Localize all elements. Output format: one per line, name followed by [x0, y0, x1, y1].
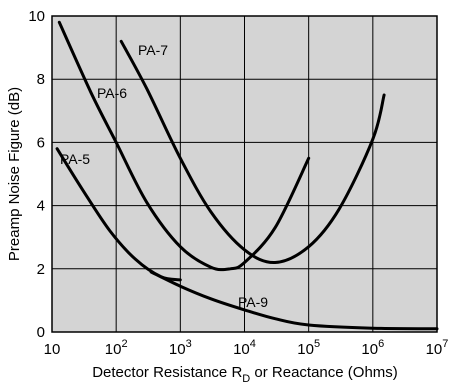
y-tick-label: 4 — [37, 198, 45, 215]
x-axis-label-subscript: D — [242, 373, 250, 385]
x-tick-label: 107 — [426, 338, 449, 358]
curves — [55, 20, 439, 331]
x-tick-label: 103 — [169, 338, 192, 358]
curve-pa-7 — [119, 39, 386, 265]
curve-pa-6 — [57, 20, 311, 272]
x-tick-label: 102 — [105, 338, 128, 358]
x-tick-label: 106 — [361, 338, 384, 358]
x-tick-label: 104 — [233, 338, 256, 358]
x-axis-label-tail: or Reactance (Ohms) — [250, 364, 398, 381]
x-tick-labels: 10 102 103 104 105 106 107 — [44, 338, 449, 358]
y-tick-label: 6 — [37, 134, 45, 151]
x-tick-label: 10 — [44, 341, 61, 358]
curve-label-pa-6: PA-6 — [97, 85, 127, 101]
curve-pa-9 — [149, 270, 439, 331]
y-tick-label: 10 — [28, 8, 45, 25]
y-tick-label: 8 — [37, 71, 45, 88]
curve-label-pa-5: PA-5 — [60, 151, 90, 167]
curve-labels: PA-5 PA-6 PA-7 PA-9 — [60, 42, 268, 310]
x-axis-label: Detector Resistance RD or Reactance (Ohm… — [92, 364, 398, 385]
y-tick-labels: 0 2 4 6 8 10 — [28, 8, 45, 341]
curve-label-pa-7: PA-7 — [138, 42, 168, 58]
y-tick-label: 2 — [37, 261, 45, 278]
y-tick-label: 0 — [37, 324, 45, 341]
x-tick-label: 105 — [297, 338, 320, 358]
curve-label-pa-9: PA-9 — [238, 294, 268, 310]
y-axis-label: Preamp Noise Figure (dB) — [6, 87, 23, 261]
plot-frame — [51, 15, 438, 333]
